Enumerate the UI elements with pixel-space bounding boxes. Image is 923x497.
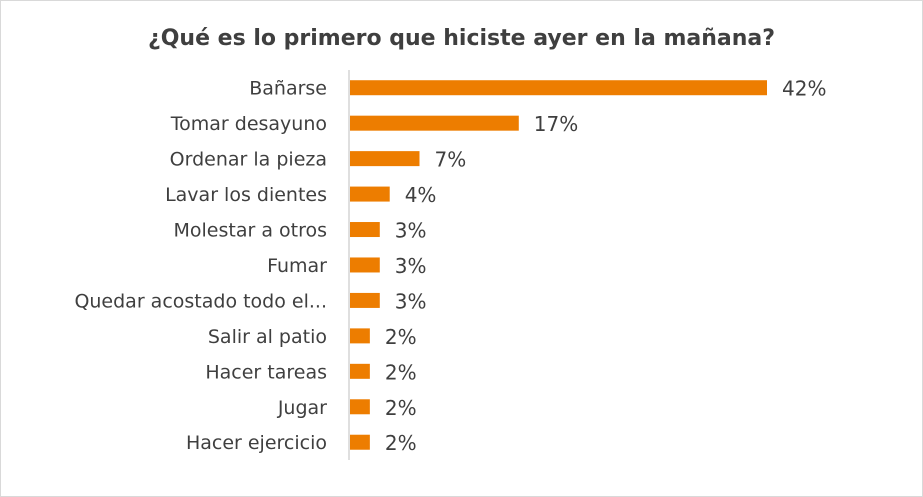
data-label: 3% — [395, 254, 427, 278]
bar — [350, 151, 420, 167]
data-label: 3% — [395, 219, 427, 243]
category-label: Quedar acostado todo el... — [74, 290, 327, 312]
category-label: Molestar a otros — [173, 220, 327, 242]
bar — [350, 222, 380, 238]
bar — [350, 434, 370, 450]
bar — [350, 80, 767, 96]
bar — [350, 399, 370, 415]
data-label: 42% — [782, 77, 826, 101]
bar — [350, 292, 380, 308]
data-label: 4% — [405, 183, 437, 207]
data-label: 2% — [385, 325, 417, 349]
data-label: 3% — [395, 289, 427, 313]
bar — [350, 257, 380, 273]
category-label: Fumar — [267, 255, 327, 277]
category-label: Tomar desayuno — [170, 113, 327, 135]
category-label: Ordenar la pieza — [170, 149, 327, 171]
category-label: Hacer tareas — [205, 361, 327, 383]
category-label: Bañarse — [249, 78, 327, 100]
bar — [350, 115, 519, 131]
category-label: Salir al patio — [208, 326, 327, 348]
category-label: Hacer ejercicio — [186, 432, 327, 454]
chart-title: ¿Qué es lo primero que hiciste ayer en l… — [147, 26, 776, 51]
bar — [350, 186, 390, 202]
bar — [350, 328, 370, 344]
category-label: Lavar los dientes — [165, 184, 327, 206]
bar — [350, 363, 370, 379]
data-label: 7% — [435, 148, 467, 172]
data-label: 17% — [534, 112, 578, 136]
data-label: 2% — [385, 360, 417, 384]
data-label: 2% — [385, 396, 417, 420]
data-label: 2% — [385, 431, 417, 455]
category-label: Jugar — [277, 397, 327, 419]
